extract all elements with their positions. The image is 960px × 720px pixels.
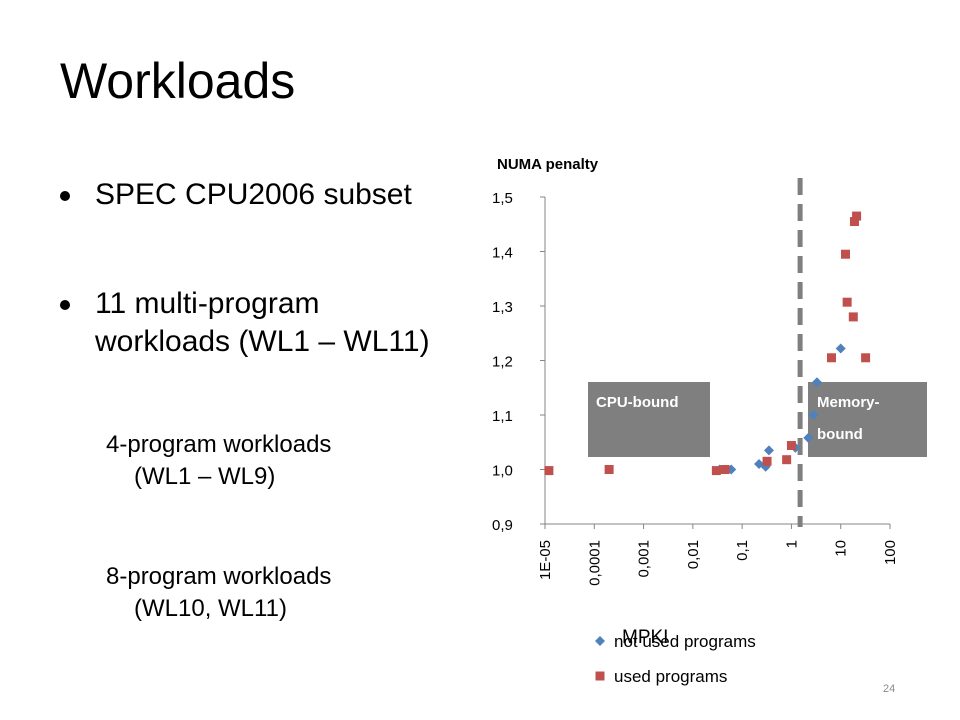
not-used-program-point [835, 343, 846, 354]
y-tick-label: 1,5 [492, 190, 513, 207]
bullet-text-line-1: 11 multi-program [95, 287, 320, 320]
bullet-text: SPEC CPU2006 subset [95, 178, 412, 211]
slide-title: Workloads [60, 53, 296, 109]
used-program-point [711, 466, 721, 476]
used-program-point [840, 249, 850, 259]
memory-bound-label-line-2: bound [817, 426, 863, 443]
bullet-text-line-2: workloads (WL1 – WL11) [95, 325, 430, 358]
x-tick-label: 0,001 [636, 540, 653, 578]
cpu-bound-label: CPU-bound [596, 394, 678, 411]
not-used-program-point [811, 377, 822, 388]
memory-bound-region [808, 382, 927, 457]
used-program-point [849, 217, 859, 227]
y-tick-label: 1,3 [492, 299, 513, 316]
used-program-point [544, 466, 554, 476]
x-tick-label: 100 [882, 540, 899, 565]
sub-item-line-1: 8-program workloads [106, 563, 332, 590]
slide-number: 24 [883, 683, 896, 695]
legend-label-not-used: not used programs [614, 632, 756, 651]
used-program-point [848, 312, 858, 322]
legend-label-used: used programs [614, 667, 727, 686]
y-tick-label: 1,2 [492, 354, 513, 371]
y-axis-title: NUMA penalty [497, 156, 599, 173]
not-used-program-point [763, 445, 774, 456]
bullet-dot [60, 191, 70, 201]
sub-item-line-2: (WL1 – WL9) [134, 463, 276, 490]
x-tick-label: 1E-05 [537, 540, 554, 580]
used-program-point [720, 465, 730, 474]
memory-bound-label-line-1: Memory- [817, 394, 880, 411]
x-tick-label: 0,1 [734, 540, 751, 561]
used-program-point [826, 353, 836, 363]
y-tick-label: 1,4 [492, 245, 513, 262]
bullet-dot [60, 300, 70, 310]
sub-item-line-1: 4-program workloads [106, 431, 332, 458]
used-program-point [861, 353, 871, 363]
y-tick-label: 1,1 [492, 408, 513, 425]
sub-item-4-program: 4-program workloads (WL1 – WL9) [106, 429, 426, 493]
cpu-bound-region [588, 382, 710, 457]
x-tick-label: 1 [783, 540, 800, 548]
used-program-point [842, 297, 852, 307]
sub-item-8-program: 8-program workloads (WL10, WL11) [106, 561, 426, 625]
not-used-program-point [808, 410, 819, 420]
x-tick-label: 0,0001 [586, 540, 603, 586]
used-program-point [786, 441, 796, 451]
used-program-point [782, 455, 792, 465]
legend-marker-used [595, 671, 605, 681]
x-tick-label: 10 [833, 540, 850, 557]
y-tick-label: 1,0 [492, 463, 513, 480]
sub-item-line-2: (WL10, WL11) [134, 595, 287, 622]
not-used-program-point [803, 432, 814, 443]
used-program-point [762, 456, 772, 466]
y-tick-label: 0,9 [492, 517, 513, 534]
used-program-point [604, 465, 614, 474]
legend-marker-not-used [595, 636, 605, 646]
x-tick-label: 0,01 [685, 540, 702, 569]
used-program-point [852, 211, 862, 221]
x-axis-title: MPKI [622, 627, 668, 648]
